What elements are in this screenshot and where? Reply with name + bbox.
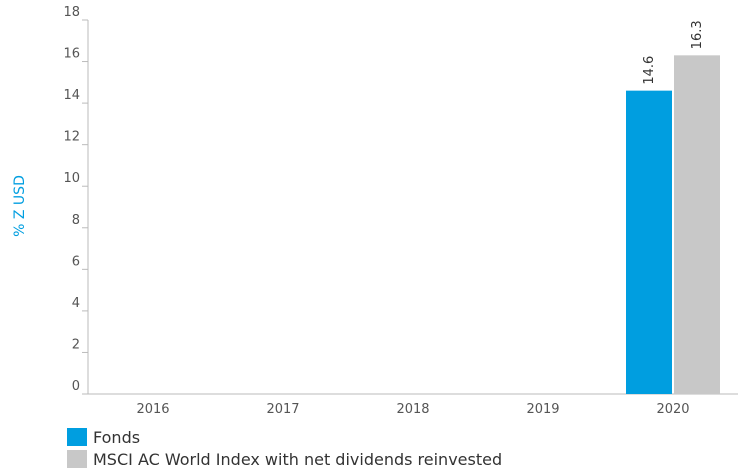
y-tick-label: 12 xyxy=(63,130,80,145)
x-tick-label: 2016 xyxy=(136,402,169,417)
x-tick-label: 2019 xyxy=(526,402,559,417)
data-label: 14.6 xyxy=(642,56,657,85)
y-tick-label: 2 xyxy=(72,337,80,352)
legend-swatch-msci xyxy=(67,450,87,468)
legend-item-fonds: Fonds xyxy=(67,426,502,448)
y-tick-label: 6 xyxy=(72,254,80,269)
legend: Fonds MSCI AC World Index with net divid… xyxy=(67,426,502,470)
x-tick-label: 2018 xyxy=(396,402,429,417)
y-tick-label: 18 xyxy=(63,5,80,20)
y-tick-label: 0 xyxy=(72,379,80,394)
x-tick-label: 2017 xyxy=(266,402,299,417)
y-tick-label: 8 xyxy=(72,213,80,228)
legend-label-msci: MSCI AC World Index with net dividends r… xyxy=(93,449,503,469)
bars xyxy=(626,55,720,395)
x-axis: 2016 2017 2018 2019 2020 xyxy=(88,393,738,417)
data-label: 16.3 xyxy=(690,20,705,49)
legend-item-msci: MSCI AC World Index with net dividends r… xyxy=(67,448,502,470)
bar-2020-msci xyxy=(674,55,720,394)
y-tick-label: 14 xyxy=(63,88,80,103)
x-tick-label: 2020 xyxy=(656,402,689,417)
y-axis: 0 2 4 6 8 10 12 14 16 18 xyxy=(63,5,89,395)
chart: % Z USD 0 2 4 6 8 10 12 14 16 18 2016 2017 2018 2019… xyxy=(12,5,738,417)
y-tick-label: 10 xyxy=(63,171,80,186)
legend-swatch-fonds xyxy=(67,428,87,446)
y-tick-label: 16 xyxy=(63,47,80,62)
y-tick-label: 4 xyxy=(72,296,80,311)
y-axis-label: % Z USD xyxy=(12,175,28,237)
bar-2020-fonds xyxy=(626,90,672,395)
legend-label-fonds: Fonds xyxy=(93,427,141,447)
data-labels: 14.6 16.3 xyxy=(642,20,705,84)
